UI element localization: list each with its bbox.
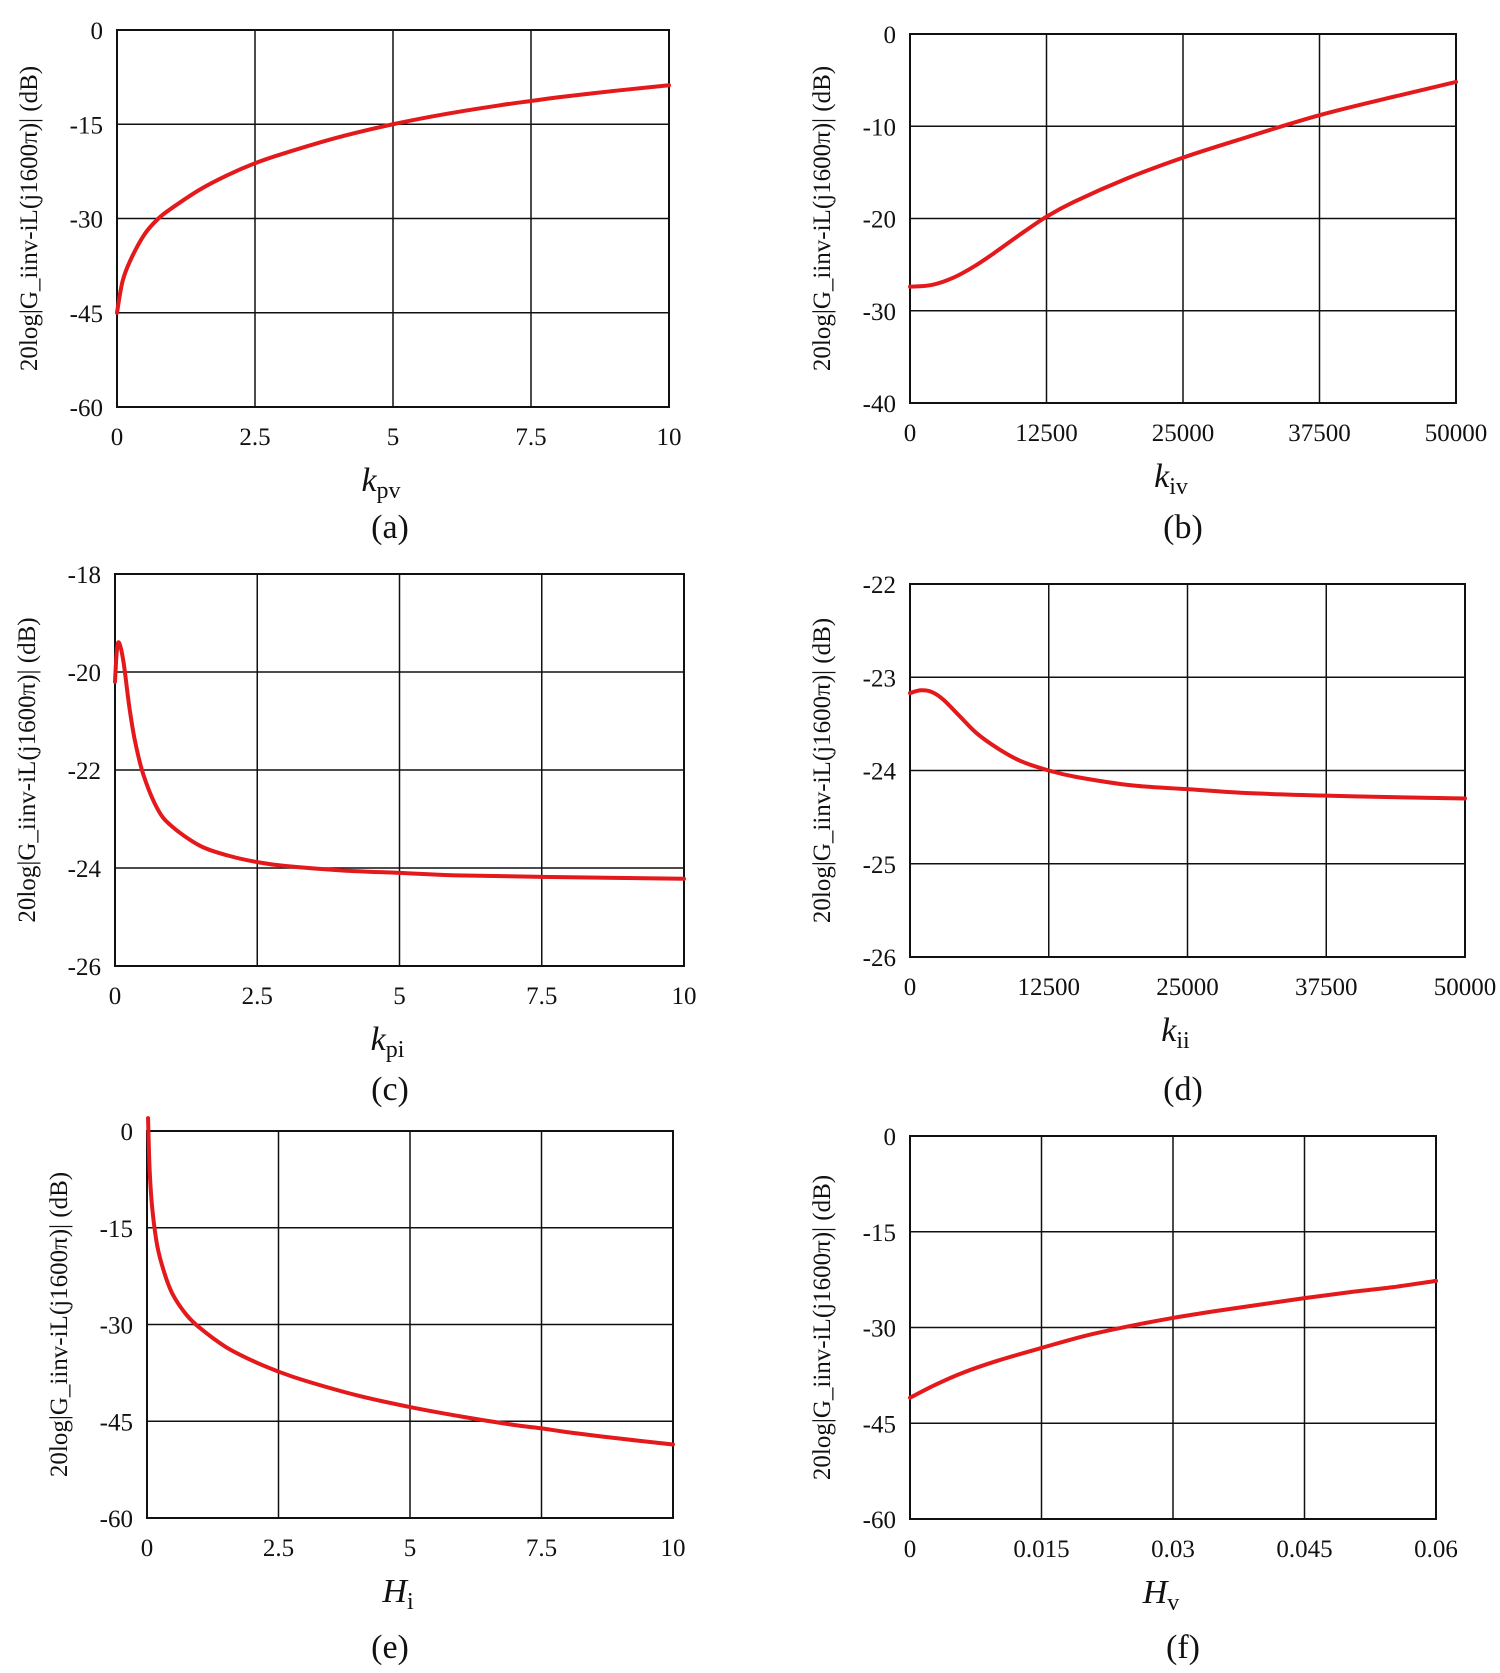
y-tick-label: -60 <box>70 395 103 422</box>
y-tick-label: -15 <box>100 1216 133 1243</box>
chart-c: 0 2.5 5 7.5 10 -18 -20 -22 -24 -26 kpi 20log|G_iinv… <box>14 562 697 1108</box>
x-tick-label: 0.06 <box>1414 1536 1458 1563</box>
y-tick-label: -20 <box>863 207 896 234</box>
subfigure-caption: (d) <box>1163 1071 1203 1108</box>
y-tick-label: -45 <box>863 1411 896 1438</box>
y-axis-label: 20log|G_iinv-iL(j1600π)| (dB) <box>809 618 836 923</box>
y-axis-label: 20log|G_iinv-iL(j1600π)| (dB) <box>809 66 836 371</box>
plot-frame <box>909 1135 1437 1520</box>
y-tick-label: -40 <box>863 391 896 418</box>
x-tick-label: 2.5 <box>242 983 273 1010</box>
data-curve <box>113 640 686 881</box>
y-tick-label: -18 <box>68 562 101 589</box>
x-tick-label: 0 <box>141 1535 154 1562</box>
y-tick-label: -45 <box>70 301 103 328</box>
y-tick-label: -24 <box>863 759 897 786</box>
x-tick-label: 0 <box>111 424 124 451</box>
plot-frame <box>909 33 1457 404</box>
y-tick-label: -24 <box>68 856 102 883</box>
y-axis-label: 20log|G_iinv-iL(j1600π)| (dB) <box>16 66 43 371</box>
data-curve <box>908 688 1467 801</box>
x-tick-label: 7.5 <box>515 424 546 451</box>
y-tick-label: -30 <box>70 207 103 234</box>
x-axis-label: Hv <box>1142 1574 1180 1616</box>
plot-frame <box>114 573 685 967</box>
x-tick-label: 25000 <box>1156 974 1219 1001</box>
chart-f: 0 0.015 0.03 0.045 0.06 0 -15 -30 -45 -60 Hv 20log|… <box>809 1124 1458 1666</box>
x-tick-label: 5 <box>404 1535 417 1562</box>
y-tick-label: -30 <box>100 1313 133 1340</box>
x-axis-label: Hi <box>381 1573 414 1615</box>
chart-d: 0 12500 25000 37500 50000 -22 -23 -24 -25 -26 kii 2… <box>809 572 1496 1108</box>
x-tick-label: 2.5 <box>239 424 270 451</box>
y-axis-label: 20log|G_iinv-iL(j1600π)| (dB) <box>14 617 41 922</box>
x-tick-label: 7.5 <box>526 1535 557 1562</box>
x-tick-label: 0.045 <box>1276 1536 1332 1563</box>
x-tick-label: 0 <box>904 974 917 1001</box>
chart-b: 0 12500 25000 37500 50000 0 -10 -20 -30 -40 kiv 20l… <box>809 22 1487 546</box>
x-tick-label: 25000 <box>1152 420 1215 447</box>
y-tick-label: -45 <box>100 1409 133 1436</box>
x-tick-label: 0 <box>109 983 122 1010</box>
y-tick-label: -60 <box>863 1507 896 1534</box>
x-tick-label: 0.03 <box>1151 1536 1195 1563</box>
x-tick-label: 12500 <box>1015 420 1078 447</box>
y-tick-label: -26 <box>863 945 896 972</box>
x-tick-label: 2.5 <box>263 1535 294 1562</box>
x-tick-label: 0 <box>904 420 917 447</box>
data-curve <box>908 1278 1438 1400</box>
y-tick-label: 0 <box>884 1124 897 1151</box>
plot-frame <box>146 1130 674 1519</box>
plot-frame <box>116 29 670 408</box>
y-tick-label: -23 <box>863 665 896 692</box>
data-curve <box>146 1116 675 1447</box>
x-tick-label: 5 <box>387 424 400 451</box>
x-tick-label: 37500 <box>1295 974 1358 1001</box>
y-tick-label: -15 <box>863 1220 896 1247</box>
chart-a: 0 2.5 5 7.5 10 0 -15 -30 -45 -60 kpv 20log|G_iinv-i… <box>16 18 682 546</box>
x-tick-label: 10 <box>672 983 697 1010</box>
data-curve <box>908 79 1458 289</box>
y-tick-label: 0 <box>884 22 897 49</box>
y-tick-label: -22 <box>863 572 896 599</box>
x-tick-label: 37500 <box>1288 420 1351 447</box>
data-curve <box>115 83 671 315</box>
x-tick-label: 12500 <box>1018 974 1081 1001</box>
y-tick-label: -25 <box>863 852 896 879</box>
x-tick-label: 0.015 <box>1013 1536 1069 1563</box>
x-tick-label: 50000 <box>1434 974 1497 1001</box>
y-tick-label: -20 <box>68 660 101 687</box>
x-axis-label: kpi <box>371 1021 405 1063</box>
x-axis-label: kiv <box>1154 458 1188 500</box>
y-tick-label: -15 <box>70 112 103 139</box>
chart-e: 0 2.5 5 7.5 10 0 -15 -30 -45 -60 Hi 20log|G_iinv-iL… <box>46 1116 686 1666</box>
x-axis-label: kpv <box>361 462 400 504</box>
x-tick-label: 5 <box>393 983 406 1010</box>
y-tick-label: 0 <box>91 18 104 45</box>
x-tick-label: 10 <box>657 424 682 451</box>
y-tick-label: -30 <box>863 299 896 326</box>
x-tick-label: 7.5 <box>526 983 557 1010</box>
y-tick-label: -30 <box>863 1316 896 1343</box>
y-tick-label: -22 <box>68 758 101 785</box>
y-axis-label: 20log|G_iinv-iL(j1600π)| (dB) <box>46 1172 73 1477</box>
y-tick-label: 0 <box>121 1119 134 1146</box>
subfigure-caption: (b) <box>1163 509 1203 546</box>
subfigure-caption: (f) <box>1166 1629 1200 1666</box>
y-tick-label: -10 <box>863 114 896 141</box>
subfigure-caption: (c) <box>371 1071 409 1108</box>
subfigure-caption: (a) <box>371 509 409 546</box>
x-axis-label: kii <box>1161 1012 1190 1054</box>
x-tick-label: 10 <box>661 1535 686 1562</box>
x-tick-label: 50000 <box>1425 420 1488 447</box>
y-tick-label: -60 <box>100 1506 133 1533</box>
subfigure-caption: (e) <box>371 1629 409 1666</box>
y-tick-label: -26 <box>68 954 101 981</box>
plot-frame <box>909 583 1466 958</box>
y-axis-label: 20log|G_iinv-iL(j1600π)| (dB) <box>809 1175 836 1480</box>
x-tick-label: 0 <box>904 1536 917 1563</box>
